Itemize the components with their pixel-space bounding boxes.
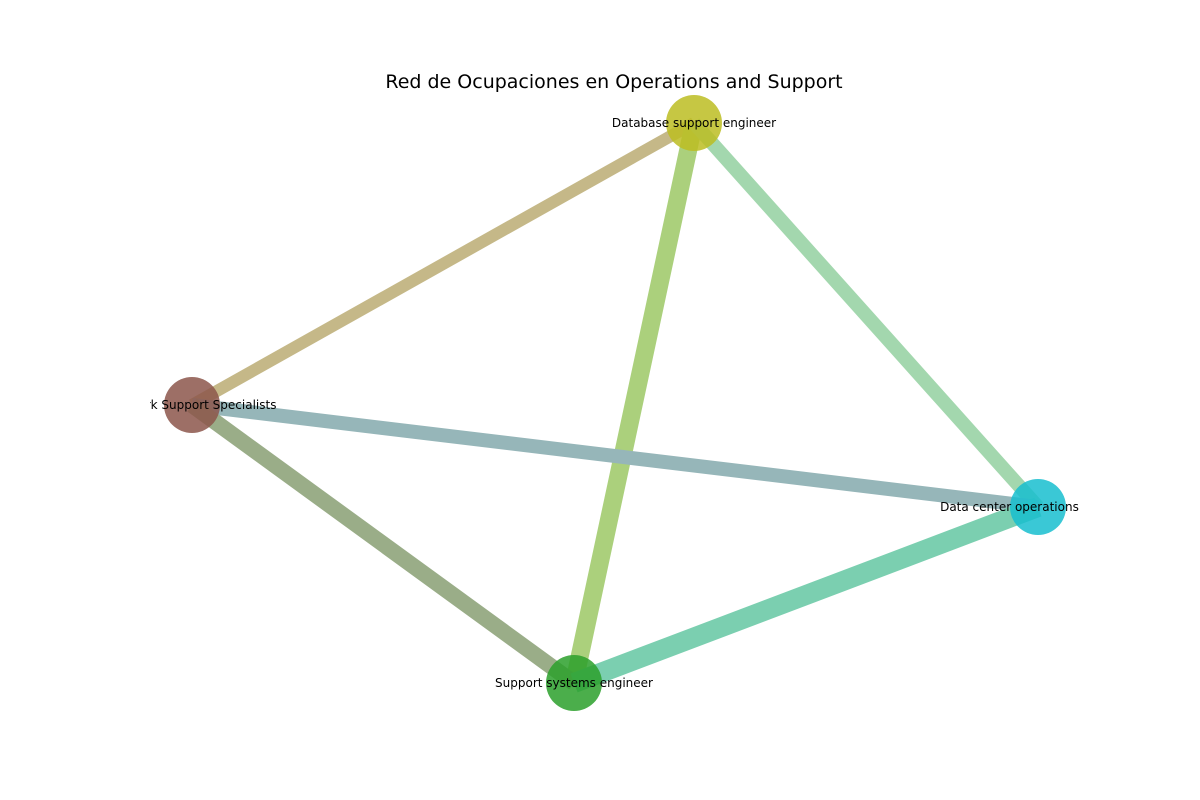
edges-layer (187, 117, 1044, 693)
edge-db-sse (565, 121, 703, 685)
edge-db-net (189, 117, 697, 411)
edge-net-sse (187, 398, 579, 690)
edge-net-dc (191, 398, 1039, 514)
node-label-dc: Data center operations engineer (940, 500, 1136, 514)
node-dc (1010, 479, 1066, 535)
node-net (164, 377, 220, 433)
node-label-sse: Support systems engineer (495, 676, 653, 690)
graph-title: Red de Ocupaciones en Operations and Sup… (385, 71, 842, 93)
edge-sse-dc (570, 497, 1042, 693)
node-db (666, 95, 722, 151)
nodes-layer: Database support engineer Network Support… (108, 95, 1136, 711)
node-label-net: Network Support Specialists (108, 398, 277, 412)
edge-db-dc (688, 118, 1044, 512)
node-label-db: Database support engineer (612, 116, 776, 130)
node-sse (546, 655, 602, 711)
